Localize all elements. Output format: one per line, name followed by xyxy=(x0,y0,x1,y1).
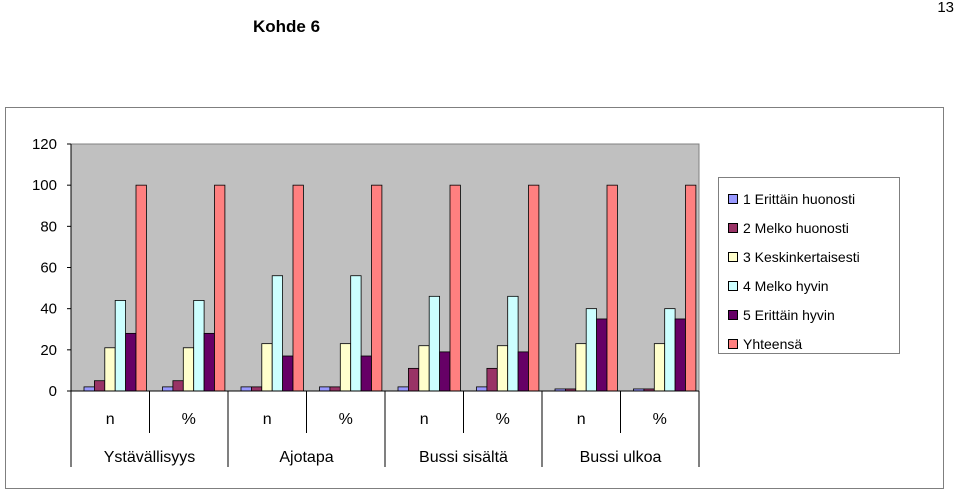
y-tick-label: 0 xyxy=(49,383,57,400)
legend-item: 5 Erittäin hyvin xyxy=(728,300,899,329)
legend-swatch xyxy=(728,193,738,204)
bar xyxy=(496,345,509,392)
legend-label: Yhteensä xyxy=(743,335,803,352)
bar xyxy=(528,184,540,392)
x-tick-label: n xyxy=(263,411,272,428)
bar xyxy=(114,300,126,392)
bar xyxy=(664,308,676,392)
bar xyxy=(271,275,284,392)
y-tick-label: 80 xyxy=(40,218,57,235)
legend-swatch xyxy=(728,309,738,320)
x-group-label: Ystävällisyys xyxy=(104,449,196,466)
x-tick-label: % xyxy=(339,411,353,428)
legend-label: 3 Keskinkertaisesti xyxy=(743,248,860,265)
bar xyxy=(162,386,174,392)
legend-label: 5 Erittäin hyvin xyxy=(743,306,835,323)
bar xyxy=(182,347,195,392)
bar xyxy=(292,184,304,392)
page-title: Kohde 6 xyxy=(253,17,321,36)
y-tick-label: 20 xyxy=(40,342,57,359)
chart-legend: 1 Erittäin huonosti 2 Melko huonosti 3 Kes… xyxy=(718,177,900,354)
y-tick-label: 100 xyxy=(32,177,57,194)
y-tick-label: 120 xyxy=(32,136,57,153)
bar xyxy=(350,275,362,392)
bar xyxy=(674,318,686,392)
bar xyxy=(685,184,697,392)
legend-swatch xyxy=(728,251,738,262)
x-group-label: Ajotapa xyxy=(279,449,333,466)
y-tick-label: 60 xyxy=(40,260,57,277)
x-group-label: Bussi ulkoa xyxy=(580,449,662,466)
legend-item: 2 Melko huonosti xyxy=(728,213,899,242)
bar xyxy=(449,184,461,392)
legend-swatch xyxy=(728,222,738,233)
bar xyxy=(261,343,273,392)
bar xyxy=(596,318,608,392)
x-group-label: Bussi sisältä xyxy=(419,449,508,466)
bar xyxy=(83,386,95,392)
x-tick-label: % xyxy=(653,411,667,428)
bar xyxy=(214,184,226,392)
bar xyxy=(486,367,498,392)
x-tick-label: % xyxy=(182,411,196,428)
bar xyxy=(172,380,184,392)
bar xyxy=(193,300,205,392)
bar xyxy=(240,386,252,392)
x-tick-label: n xyxy=(420,411,429,428)
x-tick-label: n xyxy=(106,411,115,428)
bar xyxy=(407,367,420,392)
bar xyxy=(329,386,341,392)
bar xyxy=(397,386,409,392)
page-number: 13 xyxy=(937,0,954,16)
bar xyxy=(507,295,519,392)
bar xyxy=(94,380,106,392)
bar xyxy=(104,347,116,392)
bar xyxy=(250,386,263,392)
x-tick-label: n xyxy=(577,411,586,428)
legend-label: 2 Melko huonosti xyxy=(743,219,849,236)
bar xyxy=(135,184,147,392)
legend-item: 1 Erittäin huonosti xyxy=(728,184,899,213)
legend-item: 4 Melko hyvin xyxy=(728,271,899,300)
bar xyxy=(418,345,430,392)
legend-swatch xyxy=(728,338,738,349)
legend-swatch xyxy=(728,280,738,291)
bar xyxy=(428,295,441,392)
legend-item: 3 Keskinkertaisesti xyxy=(728,242,899,271)
bar xyxy=(517,351,529,392)
bar xyxy=(203,332,215,392)
legend-label: 1 Erittäin huonosti xyxy=(743,190,856,207)
bar xyxy=(606,184,618,392)
bar xyxy=(125,332,137,392)
bar xyxy=(439,351,451,392)
bar xyxy=(339,343,352,392)
legend-label: 4 Melko hyvin xyxy=(743,277,829,294)
legend-item: Yhteensä xyxy=(728,329,899,358)
bar xyxy=(282,355,294,392)
x-tick-label: % xyxy=(496,411,510,428)
bar xyxy=(653,343,666,392)
y-tick-label: 40 xyxy=(40,301,57,318)
bar xyxy=(585,308,598,392)
bar xyxy=(360,355,372,392)
bar xyxy=(319,386,331,392)
bar xyxy=(371,184,383,392)
bar xyxy=(476,386,488,392)
bar-chart: 0 20 40 60 80 100 120 n% n% n% n % Ystävällisyys Ajot… xyxy=(32,136,700,467)
bar xyxy=(575,343,587,392)
